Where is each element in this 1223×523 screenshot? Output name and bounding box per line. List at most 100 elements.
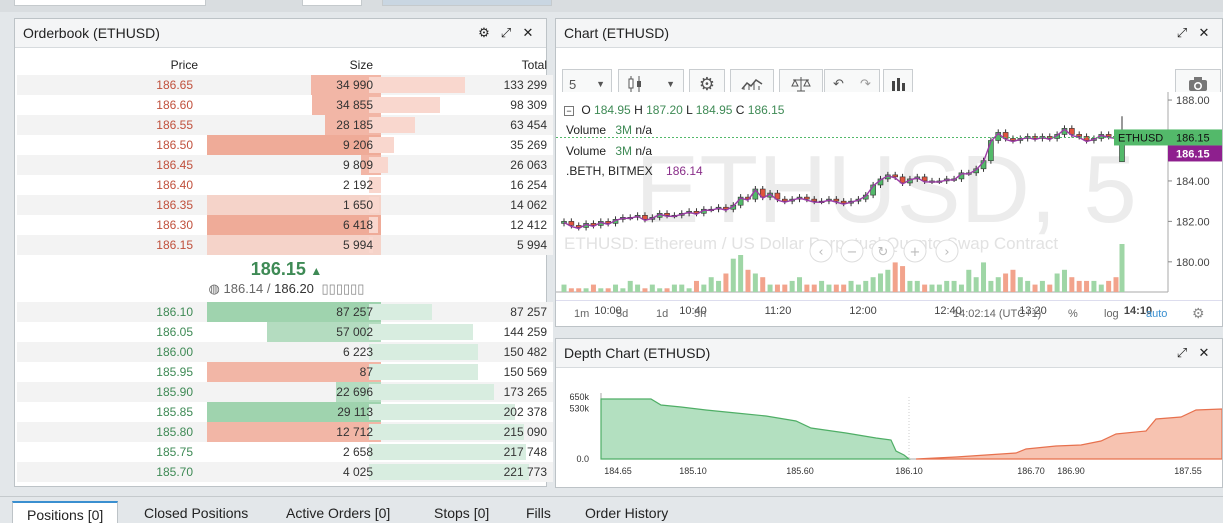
bid-price[interactable]: 185.90 (156, 385, 193, 399)
volume-bar (693, 280, 699, 292)
close-icon[interactable]: ✕ (1198, 345, 1210, 360)
volume-bar (877, 273, 883, 292)
close-icon[interactable]: ✕ (1198, 25, 1210, 40)
bid-price[interactable]: 185.70 (156, 465, 193, 479)
bid-price[interactable]: 185.80 (156, 425, 193, 439)
bid-price[interactable]: 186.10 (156, 305, 193, 319)
ask-row[interactable]: 186.65 34 990 133 299 (17, 75, 553, 95)
range-button-5h[interactable]: 5h (694, 308, 707, 320)
volume-bar (627, 280, 633, 292)
ask-row[interactable]: 186.40 2 192 16 254 (17, 175, 553, 195)
ask-price[interactable]: 186.15 (156, 238, 193, 252)
ask-price[interactable]: 186.30 (156, 218, 193, 232)
price-header[interactable]: Price (170, 58, 198, 72)
scale-option-1[interactable]: log (1104, 308, 1119, 320)
bid-size: 2 658 (342, 445, 373, 459)
zoom-in-icon (903, 239, 927, 263)
top-input-small[interactable] (302, 0, 362, 6)
gear-icon: ⚙ (698, 73, 716, 94)
ask-price[interactable]: 186.35 (156, 198, 193, 212)
ask-row[interactable]: 186.15 5 994 5 994 (17, 235, 553, 255)
tab-positions[interactable]: Positions [0] (12, 501, 119, 523)
bid-row[interactable]: 186.05 57 002 144 259 (17, 322, 553, 342)
chart-watermark: ETHUSD, 5 (635, 136, 1136, 243)
ask-total: 63 454 (510, 118, 547, 132)
scale-option-2[interactable]: auto (1146, 308, 1168, 320)
bid-price[interactable]: 186.00 (156, 345, 193, 359)
size-header[interactable]: Size (349, 58, 373, 72)
range-button-5d[interactable]: 5d (616, 308, 629, 320)
bid-price[interactable]: 186.05 (156, 325, 193, 339)
bid-row[interactable]: 186.00 6 223 150 482 (17, 342, 553, 362)
ask-row[interactable]: 186.55 28 185 63 454 (17, 115, 553, 135)
expand-icon[interactable]: ⤢ (1176, 345, 1188, 360)
range-button-1d[interactable]: 1d (656, 308, 669, 320)
bid-row[interactable]: 185.85 29 113 202 378 (17, 402, 553, 422)
tab-active-orders[interactable]: Active Orders [0] (286, 505, 391, 521)
volume-bar (1003, 273, 1009, 292)
bid-price[interactable]: 185.85 (156, 405, 193, 419)
top-button[interactable] (382, 0, 552, 6)
tab-fills[interactable]: Fills (526, 505, 551, 521)
volume-bar (885, 269, 891, 292)
bid-price[interactable]: 185.95 (156, 365, 193, 379)
volume-na: n/a (635, 123, 653, 137)
ask-total-bar (369, 177, 381, 193)
zoom-glyph: + (910, 245, 921, 260)
gear-icon[interactable]: ⚙ (478, 25, 490, 40)
bid-row[interactable]: 186.10 87 257 87 257 (17, 302, 553, 322)
volume-bar (900, 266, 906, 292)
ask-row[interactable]: 186.30 6 418 12 412 (17, 215, 553, 235)
bid-row[interactable]: 185.80 12 712 215 090 (17, 422, 553, 442)
ask-price[interactable]: 186.40 (156, 178, 193, 192)
expand-icon[interactable]: ⤢ (500, 25, 512, 40)
bid-row[interactable]: 185.70 4 025 221 773 (17, 462, 553, 482)
ask-price[interactable]: 186.60 (156, 98, 193, 112)
volume-bar (738, 255, 744, 292)
bar-chart-icon (892, 78, 905, 91)
bid-row[interactable]: 185.75 2 658 217 748 (17, 442, 553, 462)
bid-total-bar (369, 344, 478, 360)
range-button-1m[interactable]: 1m (574, 308, 590, 320)
bid-price[interactable]: 185.75 (156, 445, 193, 459)
top-input[interactable] (14, 0, 206, 6)
depth-x-tick-label: 184.65 (604, 466, 632, 476)
volume-bar (767, 284, 773, 292)
volume-bar (649, 284, 655, 292)
bid-row[interactable]: 185.95 87 150 569 (17, 362, 553, 382)
undo-icon[interactable]: ↶ (833, 76, 844, 91)
collapse-icon[interactable]: − (564, 106, 574, 116)
ask-size: 5 994 (342, 238, 373, 252)
total-header[interactable]: Total (521, 58, 547, 72)
ask-price[interactable]: 186.50 (156, 138, 193, 152)
redo-icon[interactable]: ↷ (860, 76, 871, 91)
close-icon[interactable]: ✕ (522, 25, 534, 40)
up-arrow-icon: ▲ (310, 264, 323, 278)
bid-row[interactable]: 185.90 22 696 173 265 (17, 382, 553, 402)
volume-bar (782, 284, 788, 292)
ask-row[interactable]: 186.45 9 809 26 063 (17, 155, 553, 175)
ask-row[interactable]: 186.50 9 206 35 269 (17, 135, 553, 155)
ask-row[interactable]: 186.60 34 855 98 309 (17, 95, 553, 115)
ask-price[interactable]: 186.65 (156, 78, 193, 92)
gear-icon[interactable]: ⚙ (1192, 305, 1205, 321)
tab-order-history[interactable]: Order History (585, 505, 669, 521)
ask-price[interactable]: 186.55 (156, 118, 193, 132)
volume-bar (826, 284, 832, 292)
volume-bar (730, 258, 736, 292)
bid-total: 150 482 (503, 345, 547, 359)
ask-price[interactable]: 186.45 (156, 158, 193, 172)
bid-size: 22 696 (336, 385, 373, 399)
volume-value: 3M (615, 144, 633, 158)
expand-icon[interactable]: ⤢ (1176, 25, 1188, 40)
bid-depth-area (600, 398, 911, 460)
scale-option-0[interactable]: % (1068, 308, 1078, 320)
symbol-price-tag (1114, 129, 1168, 146)
ask-row[interactable]: 186.35 1 650 14 062 (17, 195, 553, 215)
volume-bar (907, 280, 913, 292)
tab-closed-positions[interactable]: Closed Positions (144, 505, 249, 521)
tab-stops[interactable]: Stops [0] (434, 505, 490, 521)
volume-bar (561, 284, 567, 292)
